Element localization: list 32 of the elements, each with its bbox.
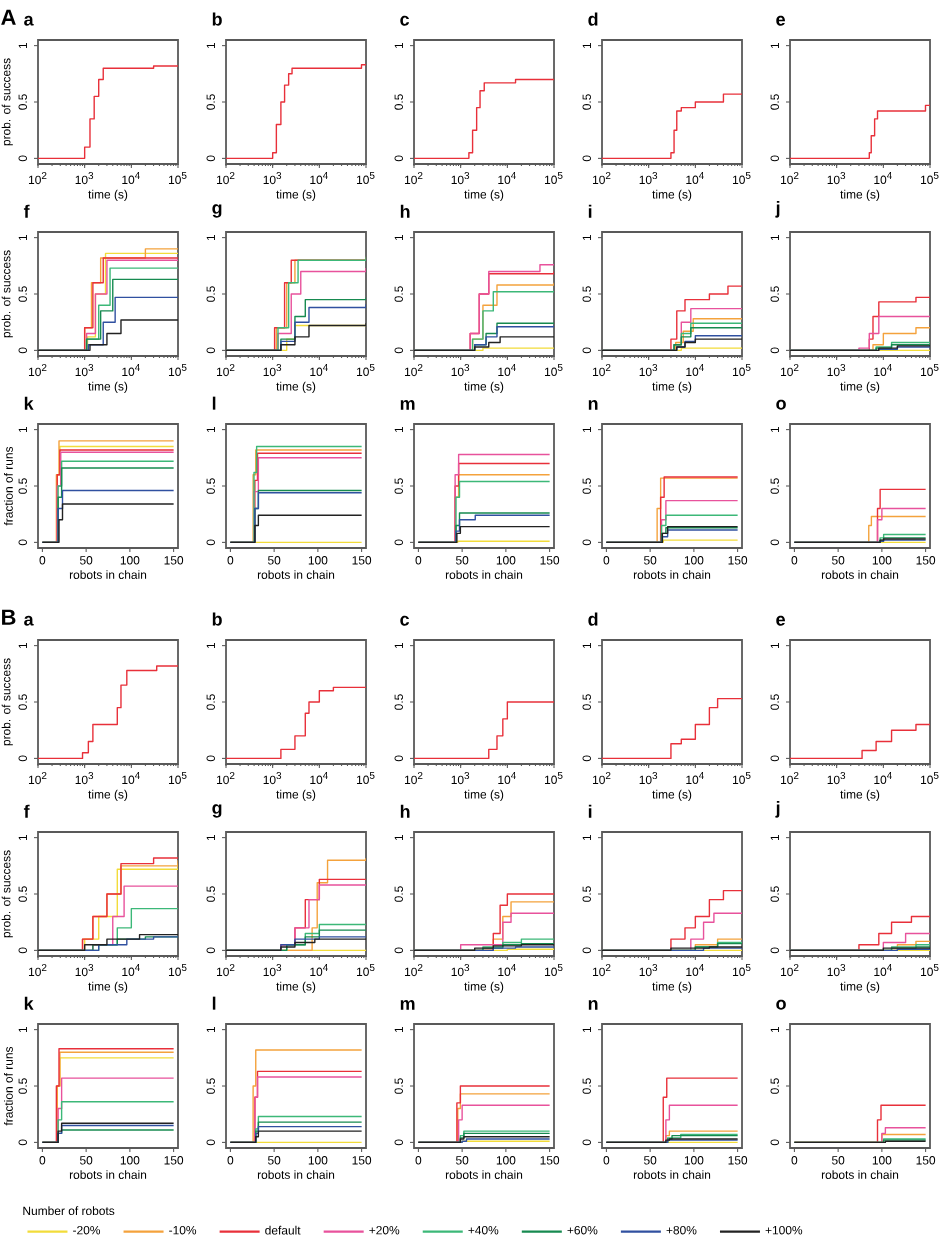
chart-title: l [212, 996, 216, 1010]
chart-title: m [400, 399, 415, 410]
chart-title: i [588, 204, 592, 218]
chart-title: e [776, 15, 785, 26]
chart-title: h [400, 204, 410, 218]
chart-title: l [212, 396, 216, 410]
chart-title: e [776, 615, 785, 626]
text: A [1, 9, 16, 25]
chart-title: o [776, 399, 786, 410]
chart-title: h [400, 804, 410, 818]
chart-title: o [776, 999, 786, 1010]
chart-title: f [23, 804, 30, 818]
chart-title: j [775, 200, 780, 218]
chart-title: a [24, 615, 34, 626]
chart-title: g [212, 204, 222, 218]
chart-title: a [24, 15, 34, 26]
chart-title: d [588, 12, 598, 26]
chart-title: i [588, 804, 592, 818]
chart-title: c [400, 615, 410, 626]
chart-title: c [400, 15, 410, 26]
chart-title: n [588, 1000, 598, 1010]
chart-title: m [400, 1000, 415, 1010]
chart-title: b [212, 612, 222, 626]
chart-title: d [588, 612, 598, 626]
chart-title: f [23, 204, 30, 218]
chart-title: b [212, 12, 222, 26]
text: B [2, 609, 16, 625]
chart-title: g [212, 804, 222, 818]
chart-title: k [24, 396, 34, 410]
chart-title: j [775, 800, 780, 818]
chart-title: k [24, 996, 34, 1010]
chart-title: n [588, 399, 598, 410]
